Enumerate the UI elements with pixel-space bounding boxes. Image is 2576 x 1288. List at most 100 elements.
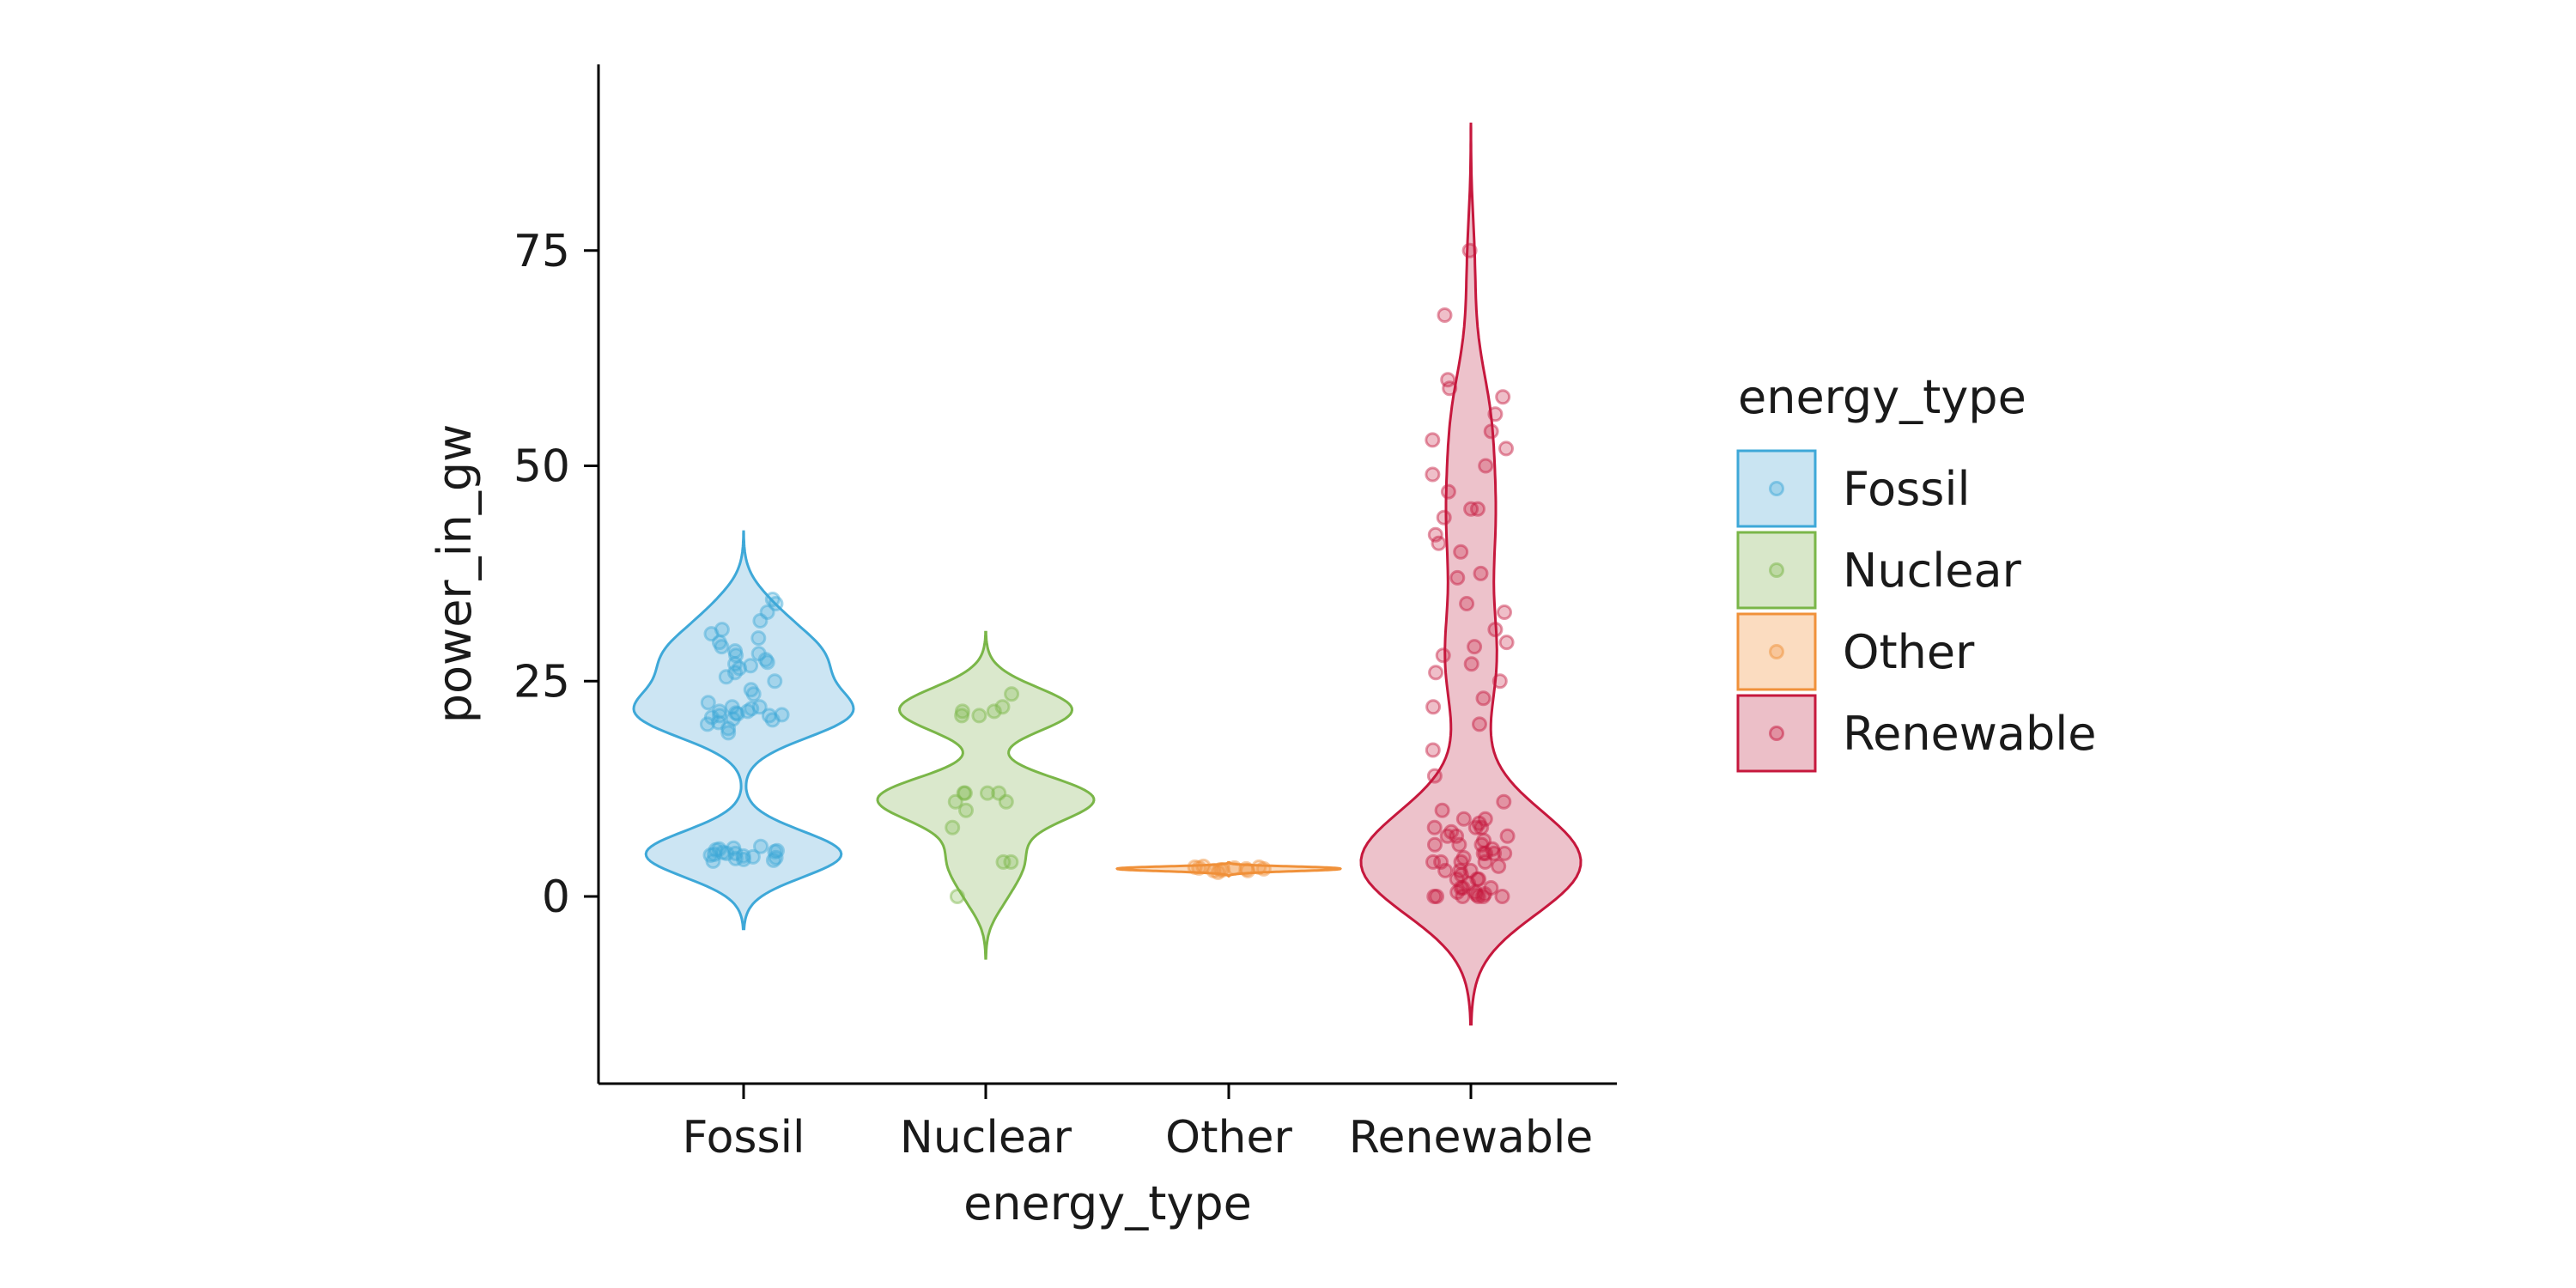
x-ticks: Fossil Nuclear Other Renewable: [683, 1084, 1593, 1163]
data-point: [1499, 828, 1516, 844]
data-point: [1473, 819, 1490, 835]
data-point: [1238, 860, 1255, 877]
data-point: [1426, 819, 1443, 835]
data-point: [956, 785, 972, 801]
data-point: [1206, 862, 1222, 878]
violin-body: [1359, 122, 1583, 1026]
data-point: [1467, 884, 1484, 900]
data-point: [724, 699, 740, 715]
data-point: [1425, 854, 1441, 870]
data-point: [954, 703, 970, 720]
data-point: [1468, 887, 1485, 902]
data-point: [1429, 889, 1445, 904]
data-point: [1449, 828, 1465, 844]
data-point: [1461, 242, 1478, 258]
data-point: [728, 647, 744, 664]
data-point: [1449, 884, 1466, 900]
data-point: [727, 850, 744, 866]
data-point: [750, 646, 767, 662]
data-point: [1443, 823, 1460, 840]
data-point: [1451, 836, 1467, 853]
data-point: [732, 660, 748, 677]
data-point: [1475, 845, 1492, 861]
data-point: [744, 701, 760, 717]
data-point: [1477, 886, 1493, 902]
x-axis-title: energy_type: [963, 1176, 1252, 1230]
data-point: [729, 706, 745, 722]
data-point: [699, 716, 715, 732]
data-point: [1433, 854, 1449, 870]
data-point: [1483, 423, 1499, 440]
data-point: [767, 843, 783, 860]
data-point: [1472, 716, 1487, 732]
data-point: [720, 720, 737, 737]
data-point: [1459, 596, 1475, 611]
data-point: [1455, 889, 1471, 904]
data-point: [1453, 544, 1469, 560]
data-point: [736, 851, 751, 867]
data-point: [991, 785, 1007, 801]
data-point: [714, 622, 730, 638]
data-point: [705, 853, 721, 869]
y-ticks: 0 25 50 75: [513, 226, 598, 923]
violin-nuclear: [876, 630, 1096, 960]
data-point: [1455, 849, 1472, 866]
data-point: [1471, 871, 1487, 887]
data-point: [727, 665, 743, 681]
data-point: [1453, 866, 1469, 883]
legend: energy_type Fossil Nuclear Other Renewable: [1736, 370, 2097, 773]
violin-renewable: [1359, 122, 1583, 1026]
data-point: [1485, 841, 1500, 857]
data-point: [1495, 389, 1511, 405]
data-point: [986, 703, 1002, 720]
data-point: [998, 793, 1014, 810]
legend-swatch: [1736, 449, 1817, 528]
legend-label: Fossil: [1843, 462, 1970, 516]
data-point: [743, 682, 759, 698]
data-point: [1478, 458, 1494, 474]
data-point: [1435, 647, 1451, 664]
data-point: [1494, 889, 1510, 904]
data-point: [1477, 811, 1493, 827]
data-point: [1427, 526, 1443, 543]
data-point: [764, 592, 781, 607]
data-point: [712, 708, 728, 724]
data-point: [744, 848, 761, 865]
data-point: [718, 669, 734, 685]
data-point: [954, 708, 970, 724]
legend-swatch: [1736, 531, 1817, 610]
data-point: [710, 714, 726, 731]
data-point: [752, 613, 769, 629]
data-point: [1431, 535, 1447, 551]
data-point: [1442, 380, 1458, 397]
data-point: [957, 785, 973, 801]
data-point: [725, 711, 741, 727]
data-point: [1470, 501, 1485, 517]
data-point: [1483, 880, 1499, 896]
data-point: [1240, 862, 1256, 878]
data-point: [745, 686, 762, 702]
data-point: [1449, 569, 1466, 586]
y-tick-label: 50: [513, 441, 570, 493]
data-point: [727, 656, 743, 672]
x-tick-label: Fossil: [683, 1112, 805, 1163]
legend-swatch: [1736, 694, 1817, 773]
data-point: [1187, 859, 1203, 875]
y-tick-label: 25: [513, 656, 570, 708]
data-point: [728, 705, 744, 721]
data-point: [1467, 639, 1483, 655]
violin-body: [1115, 860, 1342, 878]
data-point: [949, 889, 965, 904]
violin-fossil: [632, 530, 855, 931]
data-point: [1436, 509, 1452, 526]
data-point: [1215, 861, 1231, 878]
data-point: [769, 842, 785, 859]
data-point: [1467, 819, 1484, 835]
data-point: [767, 673, 783, 690]
data-point: [1427, 836, 1443, 853]
data-point: [1226, 860, 1242, 876]
data-point: [1453, 880, 1469, 896]
data-point: [994, 699, 1011, 715]
data-point: [1251, 859, 1267, 875]
data-point: [1210, 864, 1226, 880]
